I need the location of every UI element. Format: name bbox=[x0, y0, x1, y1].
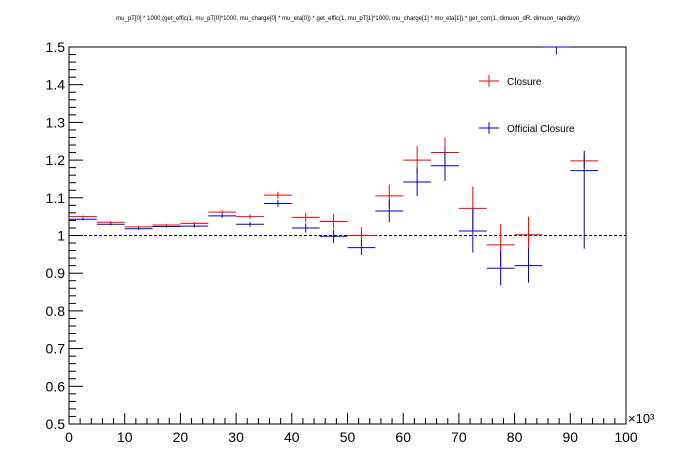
data-point bbox=[375, 199, 404, 223]
x-tick-label: 0 bbox=[65, 429, 73, 445]
series-layer bbox=[69, 46, 599, 286]
data-point bbox=[69, 218, 97, 221]
data-point bbox=[514, 248, 543, 283]
data-point bbox=[347, 240, 376, 256]
y-tick-label: 1 bbox=[57, 228, 65, 244]
series-official-closure bbox=[69, 46, 599, 286]
data-point bbox=[570, 150, 599, 249]
x-tick-label: 20 bbox=[173, 429, 189, 445]
data-point bbox=[542, 46, 571, 55]
y-tick-label: 1.3 bbox=[46, 114, 66, 130]
data-point bbox=[152, 225, 181, 228]
data-point bbox=[180, 224, 209, 228]
data-point bbox=[263, 191, 292, 199]
y-tick-label: 1.4 bbox=[46, 77, 66, 93]
x-tick-label: 80 bbox=[507, 429, 523, 445]
chart-title: mu_pT[0] * 1000 (get_effic(1, mu_pT[0]*1… bbox=[116, 16, 580, 22]
x-tick-label: 40 bbox=[284, 429, 300, 445]
data-point bbox=[69, 215, 97, 218]
x-tick-label: 100 bbox=[614, 429, 638, 445]
data-point bbox=[236, 214, 264, 219]
x-tick-label: 50 bbox=[340, 429, 356, 445]
data-point bbox=[180, 221, 209, 225]
data-point bbox=[124, 227, 153, 230]
x-tick-label: 90 bbox=[563, 429, 579, 445]
y-tick-label: 0.5 bbox=[46, 416, 66, 432]
legend: Closure Official Closure bbox=[479, 75, 575, 135]
x-tick-label: 10 bbox=[117, 429, 133, 445]
data-point bbox=[96, 223, 125, 226]
x-tick-label: 60 bbox=[395, 429, 411, 445]
x-tick-label: 70 bbox=[451, 429, 467, 445]
x-tick-label: 30 bbox=[228, 429, 244, 445]
data-point bbox=[319, 229, 348, 244]
data-point bbox=[291, 223, 320, 233]
y-tick-label: 0.8 bbox=[46, 303, 66, 319]
y-tick-label: 1.2 bbox=[46, 152, 66, 168]
series-closure bbox=[69, 137, 599, 267]
data-point bbox=[319, 214, 348, 229]
y-tick-label: 0.6 bbox=[46, 378, 66, 394]
data-point bbox=[236, 221, 264, 227]
data-point bbox=[263, 200, 292, 207]
data-point bbox=[486, 250, 515, 286]
data-point bbox=[403, 167, 432, 196]
legend-label: Closure bbox=[507, 77, 542, 88]
y-tick-label: 0.9 bbox=[46, 265, 66, 281]
legend-entry: Closure bbox=[479, 75, 542, 88]
data-point bbox=[431, 150, 459, 181]
data-point bbox=[458, 209, 487, 253]
y-tick-label: 1.1 bbox=[46, 190, 66, 206]
y-tick-label: 1.5 bbox=[46, 39, 66, 55]
legend-entry: Official Closure bbox=[479, 122, 575, 135]
y-tick-label: 0.7 bbox=[46, 341, 66, 357]
y-axis: 0.5 0.6 0.7 0.8 0.9 1 1.1 1.2 1.3 1.4 1.5 bbox=[46, 39, 83, 432]
legend-label: Official Closure bbox=[507, 124, 575, 135]
x-axis: 0 10 20 30 40 50 60 70 80 90 100 bbox=[65, 413, 638, 445]
data-point bbox=[291, 212, 320, 222]
data-point bbox=[208, 210, 237, 215]
data-point bbox=[514, 216, 543, 253]
data-point bbox=[208, 214, 237, 218]
x-exponent-label: ×10³ bbox=[628, 411, 655, 426]
